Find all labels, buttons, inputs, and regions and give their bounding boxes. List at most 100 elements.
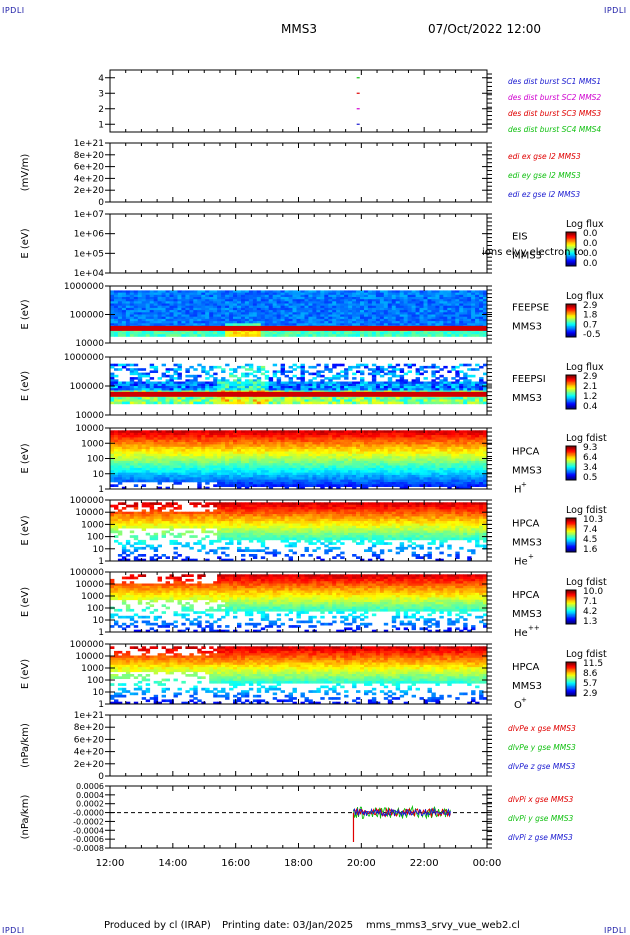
hpca_h-cell [166,435,170,438]
hpca_h-cell [233,433,237,436]
feepsi-cell [241,375,245,378]
hpca_h-cell [253,442,257,445]
hpca_h-cell [225,461,229,464]
hpca_h-cell [285,435,289,438]
feepsi-cell [344,377,348,380]
feepsi-cell [110,375,114,378]
hpca_h-cell [301,430,305,433]
hpca_h-cell [146,437,150,440]
hpca_h-cell [178,435,182,438]
hpca_h-cell [201,430,205,433]
feepse-cell [344,334,348,337]
hpca_h-cell [273,437,277,440]
feepsi-cell [316,388,320,391]
hpca_h-cell [150,442,154,445]
feepsi-cell [130,364,134,367]
feepsi-cell [166,402,170,405]
feepse-cell [324,334,328,337]
hpca_h-cell [265,482,269,485]
feepsi-cell [428,402,432,405]
hpca_h-cell [201,463,205,466]
hpca_h-cell [158,442,162,445]
feepsi-cell [435,382,439,385]
hpca_h-cell [225,449,229,452]
hpca_h-cell [213,456,217,459]
hpca_h-cell [253,430,257,433]
feepsi-cell [336,382,340,385]
hpca_h-cell [225,430,229,433]
burst-y-tick-label: 2 [98,105,104,115]
hpca_h-cell [281,440,285,443]
feepse-cell [201,334,205,337]
hpca_h-cell [126,456,130,459]
hpca_h-cell [233,447,237,450]
feepsi-cell [170,368,174,371]
feepsi-cell [253,370,257,373]
hpca_h-cell [273,435,277,438]
hpca_h-cell [146,433,150,436]
hpca_h-cell [241,452,245,455]
hpca_h-cell [257,482,261,485]
hpca_h-cell [281,449,285,452]
feepsi-cell [114,382,118,385]
hpca_h-cell [162,461,166,464]
feepsi-cell [138,368,142,371]
hpca_h-cell [110,435,114,438]
hpca_h-cell [289,442,293,445]
feepse-cell [320,334,324,337]
hpca_h-cell [305,447,309,450]
hpca_h-cell [189,456,193,459]
feepsi-cell [308,402,312,405]
hpca_h-cell [237,477,241,480]
feepsi-instrument-label: FEEPSI [512,374,546,385]
hpca_h-cell [150,435,154,438]
feepsi-cell [150,377,154,380]
feepsi-cell [348,366,352,369]
hpca_h-cell [205,449,209,452]
hpca_h-cell [181,459,185,462]
feepsi-cell [443,366,447,369]
hpca_h-cell [209,466,213,469]
feepse-cell [428,334,432,337]
hpca_h-cell [110,461,114,464]
burst-y-tick-label: 3 [98,89,104,99]
hpca_h-cell [201,437,205,440]
hpca_h-cell [185,480,189,483]
hpca_h-cell [162,444,166,447]
feepsi-cell [293,402,297,405]
hpca_h-cell [209,473,213,476]
hpca_h-cell [166,447,170,450]
feepsi-cell [348,382,352,385]
feepse-cell [257,334,261,337]
feepsi-cell [174,364,178,367]
feepsi-cell [257,382,261,385]
feepsi-cell [197,402,201,405]
feepsi-cell [122,402,126,405]
hpca_h-cell [142,477,146,480]
hpca_h-cell [253,454,257,457]
hpca_h-cell [229,452,233,455]
feepsi-cell [213,388,217,391]
hpca_h-cell [301,454,305,457]
hpca_h-cell [213,430,217,433]
feepsi-cell [293,388,297,391]
hpca_h-cell [205,468,209,471]
feepsi-cell [435,370,439,373]
feepsi-cell [205,388,209,391]
hpca_h-cell [205,459,209,462]
feepsi-cell [301,382,305,385]
hpca_h-cell [265,435,269,438]
hpca_h-cell [233,468,237,471]
feepse-cell [455,334,459,337]
feepsi-cell [479,382,483,385]
hpca_h-cell [154,440,158,443]
hpca_h-cell [181,437,185,440]
feepsi-spectrogram [110,364,487,405]
hpca_h-cell [285,440,289,443]
hpca_h-cell [114,447,118,450]
hpca_h-cell [170,454,174,457]
hpca_h-cell [249,454,253,457]
hpca_h-cell [217,473,221,476]
hpca_h-cell [197,468,201,471]
hpca_h-cell [269,477,273,480]
